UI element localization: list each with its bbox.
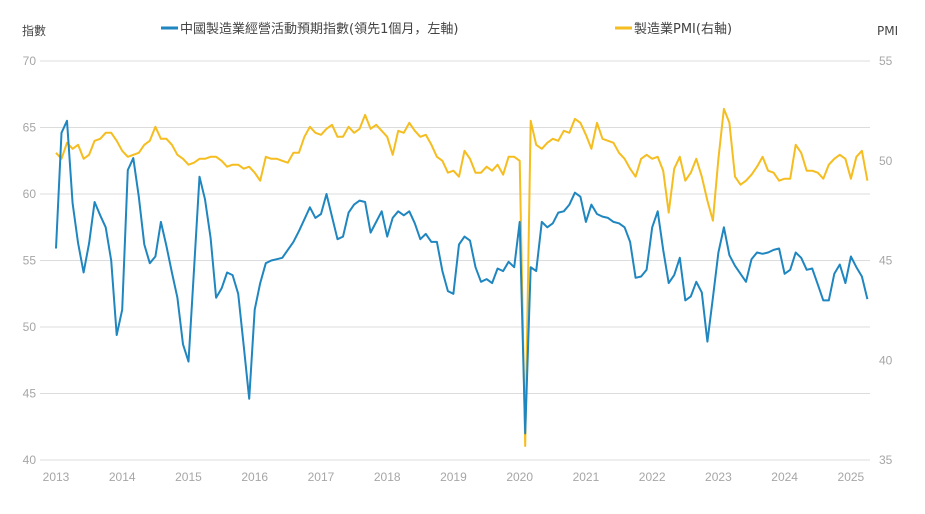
x-tick-label: 2021 [573,470,600,484]
right-tick-label: 55 [879,54,893,68]
series-line-expectation-index [55,119,869,435]
right-tick-label: 40 [879,353,893,367]
left-tick-label: 50 [23,320,37,334]
left-tick-label: 40 [23,453,37,467]
x-tick-label: 2015 [175,470,202,484]
left-axis-label: 指數 [22,23,46,38]
x-axis-ticks: 2013 2014 2015 2016 2017 2018 2019 2020 2021 2022… [43,470,865,484]
series-lines [55,107,869,447]
x-tick-label: 2013 [43,470,70,484]
right-tick-label: 35 [879,453,893,467]
x-tick-label: 2023 [705,470,732,484]
right-axis-ticks: 35 40 45 50 55 [879,54,893,467]
left-tick-label: 60 [23,187,37,201]
legend: 中國製造業經營活動預期指數(領先1個月，左軸) 製造業PMI(右軸) [161,21,732,37]
right-tick-label: 50 [879,154,893,168]
x-tick-label: 2017 [308,470,335,484]
x-tick-label: 2016 [241,470,268,484]
series-line-pmi [55,107,869,447]
x-tick-label: 2020 [506,470,533,484]
x-tick-label: 2022 [639,470,666,484]
legend-label-pmi: 製造業PMI(右軸) [634,21,732,37]
x-tick-label: 2025 [838,470,865,484]
right-tick-label: 45 [879,254,893,268]
left-tick-label: 65 [23,121,37,135]
x-tick-label: 2014 [109,470,136,484]
x-tick-label: 2019 [440,470,467,484]
left-tick-label: 55 [23,254,37,268]
left-axis-ticks: 40 45 50 55 60 65 70 [23,54,37,467]
x-tick-label: 2018 [374,470,401,484]
x-tick-label: 2024 [771,470,798,484]
gridlines [40,60,870,461]
left-tick-label: 45 [23,387,37,401]
left-tick-label: 70 [23,54,37,68]
right-axis-label: PMI [877,24,898,38]
legend-label-expectation-index: 中國製造業經營活動預期指數(領先1個月，左軸) [180,21,458,37]
